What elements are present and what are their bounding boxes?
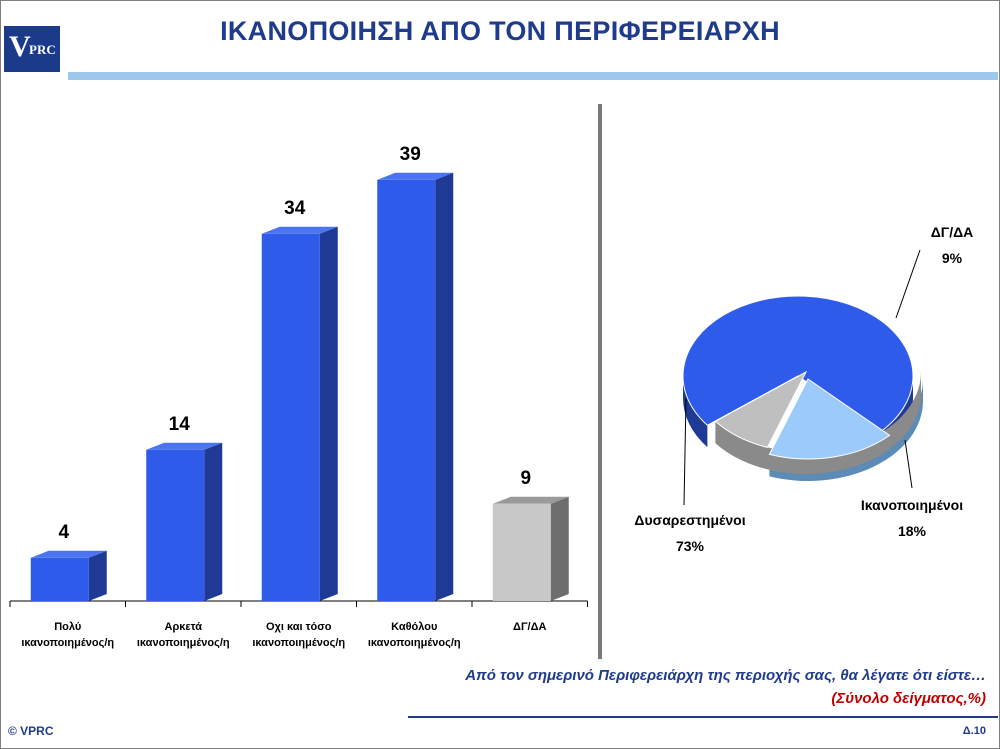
bar [30, 557, 89, 601]
bar-top [492, 496, 569, 504]
copyright-text: © VPRC [8, 724, 54, 738]
pie-leader-line [895, 249, 921, 319]
bar [261, 233, 320, 602]
bar-side [204, 442, 223, 601]
bar [146, 449, 205, 601]
pie-slice-side [715, 372, 921, 474]
bar [492, 503, 551, 601]
category-label: Πολύ [54, 621, 81, 633]
category-label: Καθόλου [391, 621, 437, 633]
footer-rule [408, 716, 998, 718]
logo-letters-prc: PRC [29, 42, 56, 57]
pie-slice [682, 295, 914, 433]
pie-leader-line [683, 397, 687, 506]
category-label: Αρκετά [165, 621, 203, 633]
bar-value-label: 4 [58, 522, 69, 543]
bar-top [146, 442, 223, 450]
bar-value-label: 39 [400, 144, 421, 165]
bar-side [88, 550, 107, 601]
category-label: ικανοποιημένος/η [21, 637, 114, 649]
pie-slice-side [683, 376, 708, 448]
bar-top [30, 550, 107, 558]
bar [377, 179, 436, 602]
pie-slice-side [769, 379, 923, 481]
pie-slice-label: ΔΓ/ΔΑ [931, 224, 974, 240]
sample-note: (Σύνολο δείγματος,%) [831, 690, 986, 707]
bar-side [319, 226, 338, 602]
category-label: ικανοποιημένος/η [252, 637, 345, 649]
pie-leader-line [904, 439, 913, 489]
pie-slice-label: Δυσαρεστημένοι [634, 512, 745, 528]
logo-letter-v: V [9, 30, 31, 63]
title-rule [68, 72, 998, 80]
bar-top [377, 172, 454, 180]
category-label: Οχι και τόσο [266, 621, 332, 633]
bar-value-label: 14 [169, 414, 191, 435]
bar-value-label: 9 [520, 468, 531, 489]
section-divider [598, 104, 602, 659]
vprc-logo: V PRC [4, 26, 60, 72]
category-label: ΔΓ/ΔΑ [513, 621, 546, 633]
pie-slice [714, 370, 808, 448]
pie-slice [768, 378, 891, 460]
question-text: Από τον σημερινό Περιφερειάρχη της περιο… [465, 667, 986, 684]
bar-value-label: 34 [284, 198, 306, 219]
bar-chart: 4 Πολύ ικανοποιημένος/η 14 Αρκετά ικανοποιημέ… [9, 144, 588, 649]
page-number: Δ.10 [962, 725, 986, 737]
pie-slice-percent: 18% [898, 523, 927, 539]
pie-chart: Δυσαρεστημένοι 73% Ικανοποιημένοι 18% ΔΓ/ΔΑ 9… [634, 224, 973, 554]
pie-slice-percent: 9% [942, 250, 963, 266]
category-label: ικανοποιημένος/η [137, 637, 230, 649]
pie-slice-label: Ικανοποιημένοι [861, 497, 963, 513]
page-title: ΙΚΑΝΟΠΟΙΗΣΗ ΑΠΟ ΤΟΝ ΠΕΡΙΦΕΡΕΙΑΡΧΗ [220, 16, 780, 46]
pie-slice-percent: 73% [676, 538, 705, 554]
bar-side [550, 496, 569, 601]
category-label: ικανοποιημένος/η [368, 637, 461, 649]
bar-top [261, 226, 338, 234]
bar-side [435, 172, 454, 602]
